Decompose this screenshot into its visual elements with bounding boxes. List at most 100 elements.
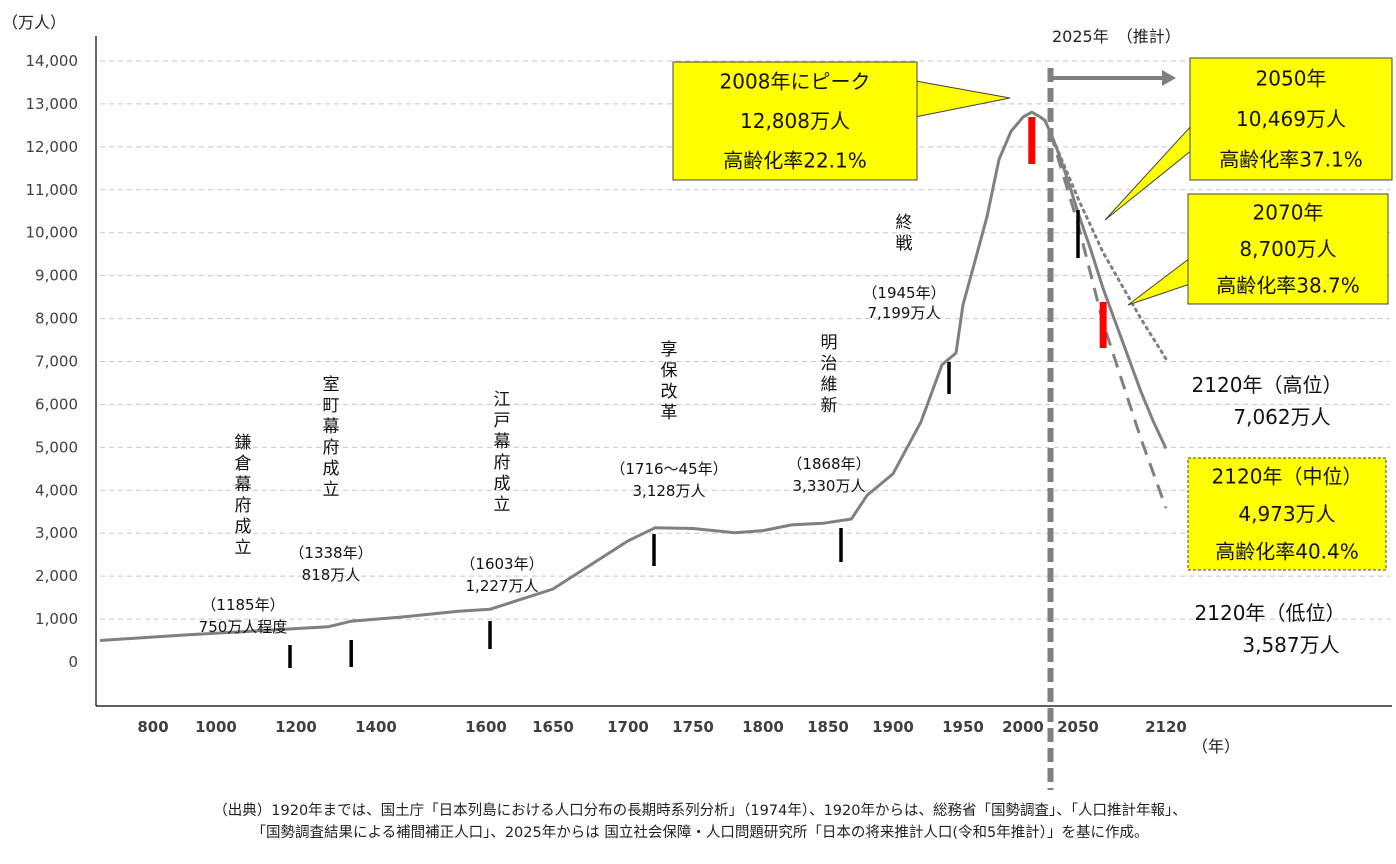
annotation-title-char: 町 bbox=[323, 396, 340, 416]
series-lines bbox=[99, 110, 1168, 642]
y-tick-label: 8,000 bbox=[35, 310, 78, 328]
callout-2120-mid-box bbox=[1187, 457, 1387, 571]
annotation-pop: 7,199万人 bbox=[868, 304, 941, 322]
annotation-title-char: 明 bbox=[821, 333, 838, 353]
y-tick-label: 14,000 bbox=[26, 52, 79, 70]
source-line-2: 「国勢調査結果による補間補正人口」、2025年からは 国立社会保障・人口問題研究… bbox=[251, 825, 1149, 841]
event-annotations: 鎌倉幕府成立（1185年）750万人程度室町幕府成立（1338年）818万人江戸… bbox=[199, 213, 946, 636]
callout-2050-box bbox=[1189, 57, 1393, 181]
x-tick-label: 1800 bbox=[742, 718, 784, 736]
callout-2120-mid-line: 2120年（中位） bbox=[1212, 465, 1363, 489]
series-line-3 bbox=[1049, 132, 1168, 509]
label-2120-low-line: 2120年（低位） bbox=[1195, 601, 1346, 625]
callout-2120-mid-line: 4,973万人 bbox=[1238, 502, 1335, 526]
annotation-title-char: 維 bbox=[821, 375, 838, 395]
annotation-pop: 3,330万人 bbox=[793, 477, 866, 495]
annotation-title-char: 革 bbox=[661, 403, 678, 423]
x-tick-label: 1000 bbox=[195, 718, 237, 736]
annotation-title-char: 府 bbox=[323, 438, 340, 458]
annotation-title-char: 保 bbox=[661, 361, 678, 381]
callout-peak-pointer bbox=[909, 79, 1011, 119]
y-tick-label: 7,000 bbox=[35, 353, 78, 371]
annotation-title-char: 成 bbox=[494, 474, 511, 494]
label-2120-low: 2120年（低位） 3,587万人 bbox=[1195, 601, 1346, 657]
x-tick-label: 2120 bbox=[1145, 718, 1187, 736]
x-tick-label: 1200 bbox=[275, 718, 317, 736]
callout-2050-pointer bbox=[1104, 123, 1193, 221]
annotation-title-char: 戸 bbox=[494, 411, 511, 431]
y-tick-label: 13,000 bbox=[26, 95, 79, 113]
projection-label: 2025年 （推計） bbox=[1052, 27, 1181, 46]
callout-2050-line: 高齢化率37.1% bbox=[1219, 148, 1363, 172]
x-tick-labels: 800 1000 1200 1400 1600 1650 1700 1750 1800 1850 1… bbox=[137, 718, 1187, 736]
annotation-year: （1338年） bbox=[289, 544, 372, 562]
x-axis-unit: （年） bbox=[1192, 737, 1240, 756]
y-tick-label: 1,000 bbox=[35, 610, 78, 628]
x-tick-label: 1700 bbox=[607, 718, 649, 736]
annotation-title-char: 幕 bbox=[323, 417, 340, 437]
population-chart: 0 1,000 2,000 3,000 4,000 5,000 6,000 7,000 8,00… bbox=[2, 13, 1393, 790]
y-axis-unit: （万人） bbox=[2, 13, 66, 32]
callout-2050-line: 2050年 bbox=[1256, 66, 1327, 90]
annotation-title-char: 戦 bbox=[896, 234, 913, 254]
annotation-year: （1603年） bbox=[460, 555, 543, 573]
annotation-year: （1185年） bbox=[201, 596, 284, 614]
annotation-year: （1716～45年） bbox=[610, 460, 727, 478]
y-tick-label: 0 bbox=[68, 653, 78, 671]
annotation-title-char: 新 bbox=[821, 396, 838, 416]
annotation-year: （1945年） bbox=[862, 284, 945, 302]
annotation-title-char: 室 bbox=[323, 375, 340, 395]
annotation-shusen: 終戦 （1945年） 7,199万人 bbox=[862, 213, 945, 322]
y-tick-label: 10,000 bbox=[26, 224, 79, 242]
annotation-title-char: 終 bbox=[896, 213, 913, 233]
annotation-title-char: 立 bbox=[235, 538, 252, 558]
x-tick-label: 2050 bbox=[1057, 718, 1099, 736]
annotation-title-char: 江 bbox=[494, 390, 511, 410]
annotation-title-char: 府 bbox=[494, 453, 511, 473]
y-tick-label: 12,000 bbox=[26, 138, 79, 156]
annotation-title-char: 幕 bbox=[494, 432, 511, 452]
x-tick-label: 1850 bbox=[807, 718, 849, 736]
x-tick-label: 800 bbox=[137, 718, 168, 736]
event-markers bbox=[288, 117, 1107, 668]
y-tick-label: 3,000 bbox=[35, 524, 78, 542]
y-tick-label: 5,000 bbox=[35, 438, 78, 456]
annotation-pop: 1,227万人 bbox=[466, 577, 539, 595]
callout-2070-line: 高齢化率38.7% bbox=[1216, 274, 1360, 298]
x-tick-label: 1400 bbox=[355, 718, 397, 736]
x-tick-label: 1600 bbox=[465, 718, 507, 736]
annotation-title-char: 立 bbox=[323, 480, 340, 500]
annotation-title-char: 倉 bbox=[235, 454, 252, 474]
series-line-2 bbox=[1049, 131, 1168, 361]
annotation-title-char: 治 bbox=[821, 354, 838, 374]
y-tick-label: 4,000 bbox=[35, 481, 78, 499]
label-2120-high: 2120年（高位） 7,062万人 bbox=[1192, 373, 1343, 429]
annotation-title-char: 鎌 bbox=[235, 433, 252, 453]
annotation-title-char: 改 bbox=[661, 382, 678, 402]
annotation-pop: 750万人程度 bbox=[199, 618, 288, 636]
y-tick-label: 11,000 bbox=[26, 181, 79, 199]
y-tick-labels: 0 1,000 2,000 3,000 4,000 5,000 6,000 7,000 8,00… bbox=[26, 52, 79, 671]
callout-peak-line: 高齢化率22.1% bbox=[723, 148, 867, 172]
annotation-title-char: 立 bbox=[494, 495, 511, 515]
annotation-year: （1868年） bbox=[787, 455, 870, 473]
annotation-title-char: 成 bbox=[235, 517, 252, 537]
source-note: （出典）1920年までは、国土庁「日本列島における人口分布の長期時系列分析」（1… bbox=[30, 800, 1370, 844]
projection-arrowhead bbox=[1162, 70, 1176, 86]
label-2120-high-line: 2120年（高位） bbox=[1192, 373, 1343, 397]
x-tick-label: 1650 bbox=[532, 718, 574, 736]
axes bbox=[95, 36, 1392, 790]
label-2120-low-line: 3,587万人 bbox=[1242, 633, 1339, 657]
annotation-pop: 3,128万人 bbox=[633, 482, 706, 500]
label-2120-high-line: 7,062万人 bbox=[1233, 405, 1330, 429]
y-tick-label: 9,000 bbox=[35, 267, 78, 285]
callout-2120-mid-line: 高齢化率40.4% bbox=[1215, 539, 1359, 563]
callout-peak-line: 12,808万人 bbox=[740, 109, 850, 133]
